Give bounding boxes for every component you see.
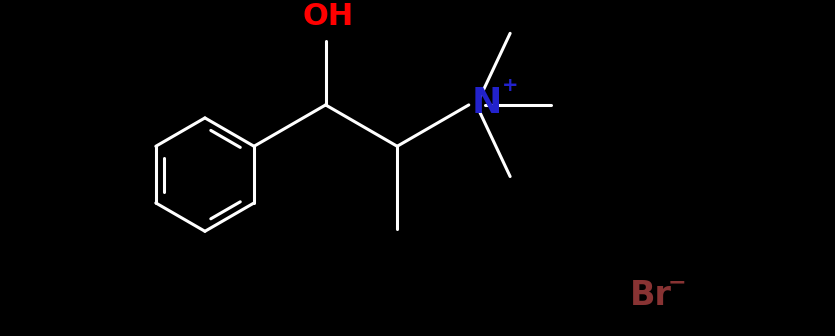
Text: −: − (668, 272, 686, 292)
Text: OH: OH (302, 2, 353, 31)
Text: Br: Br (630, 279, 672, 311)
Text: N: N (472, 86, 503, 120)
Text: +: + (502, 76, 519, 95)
